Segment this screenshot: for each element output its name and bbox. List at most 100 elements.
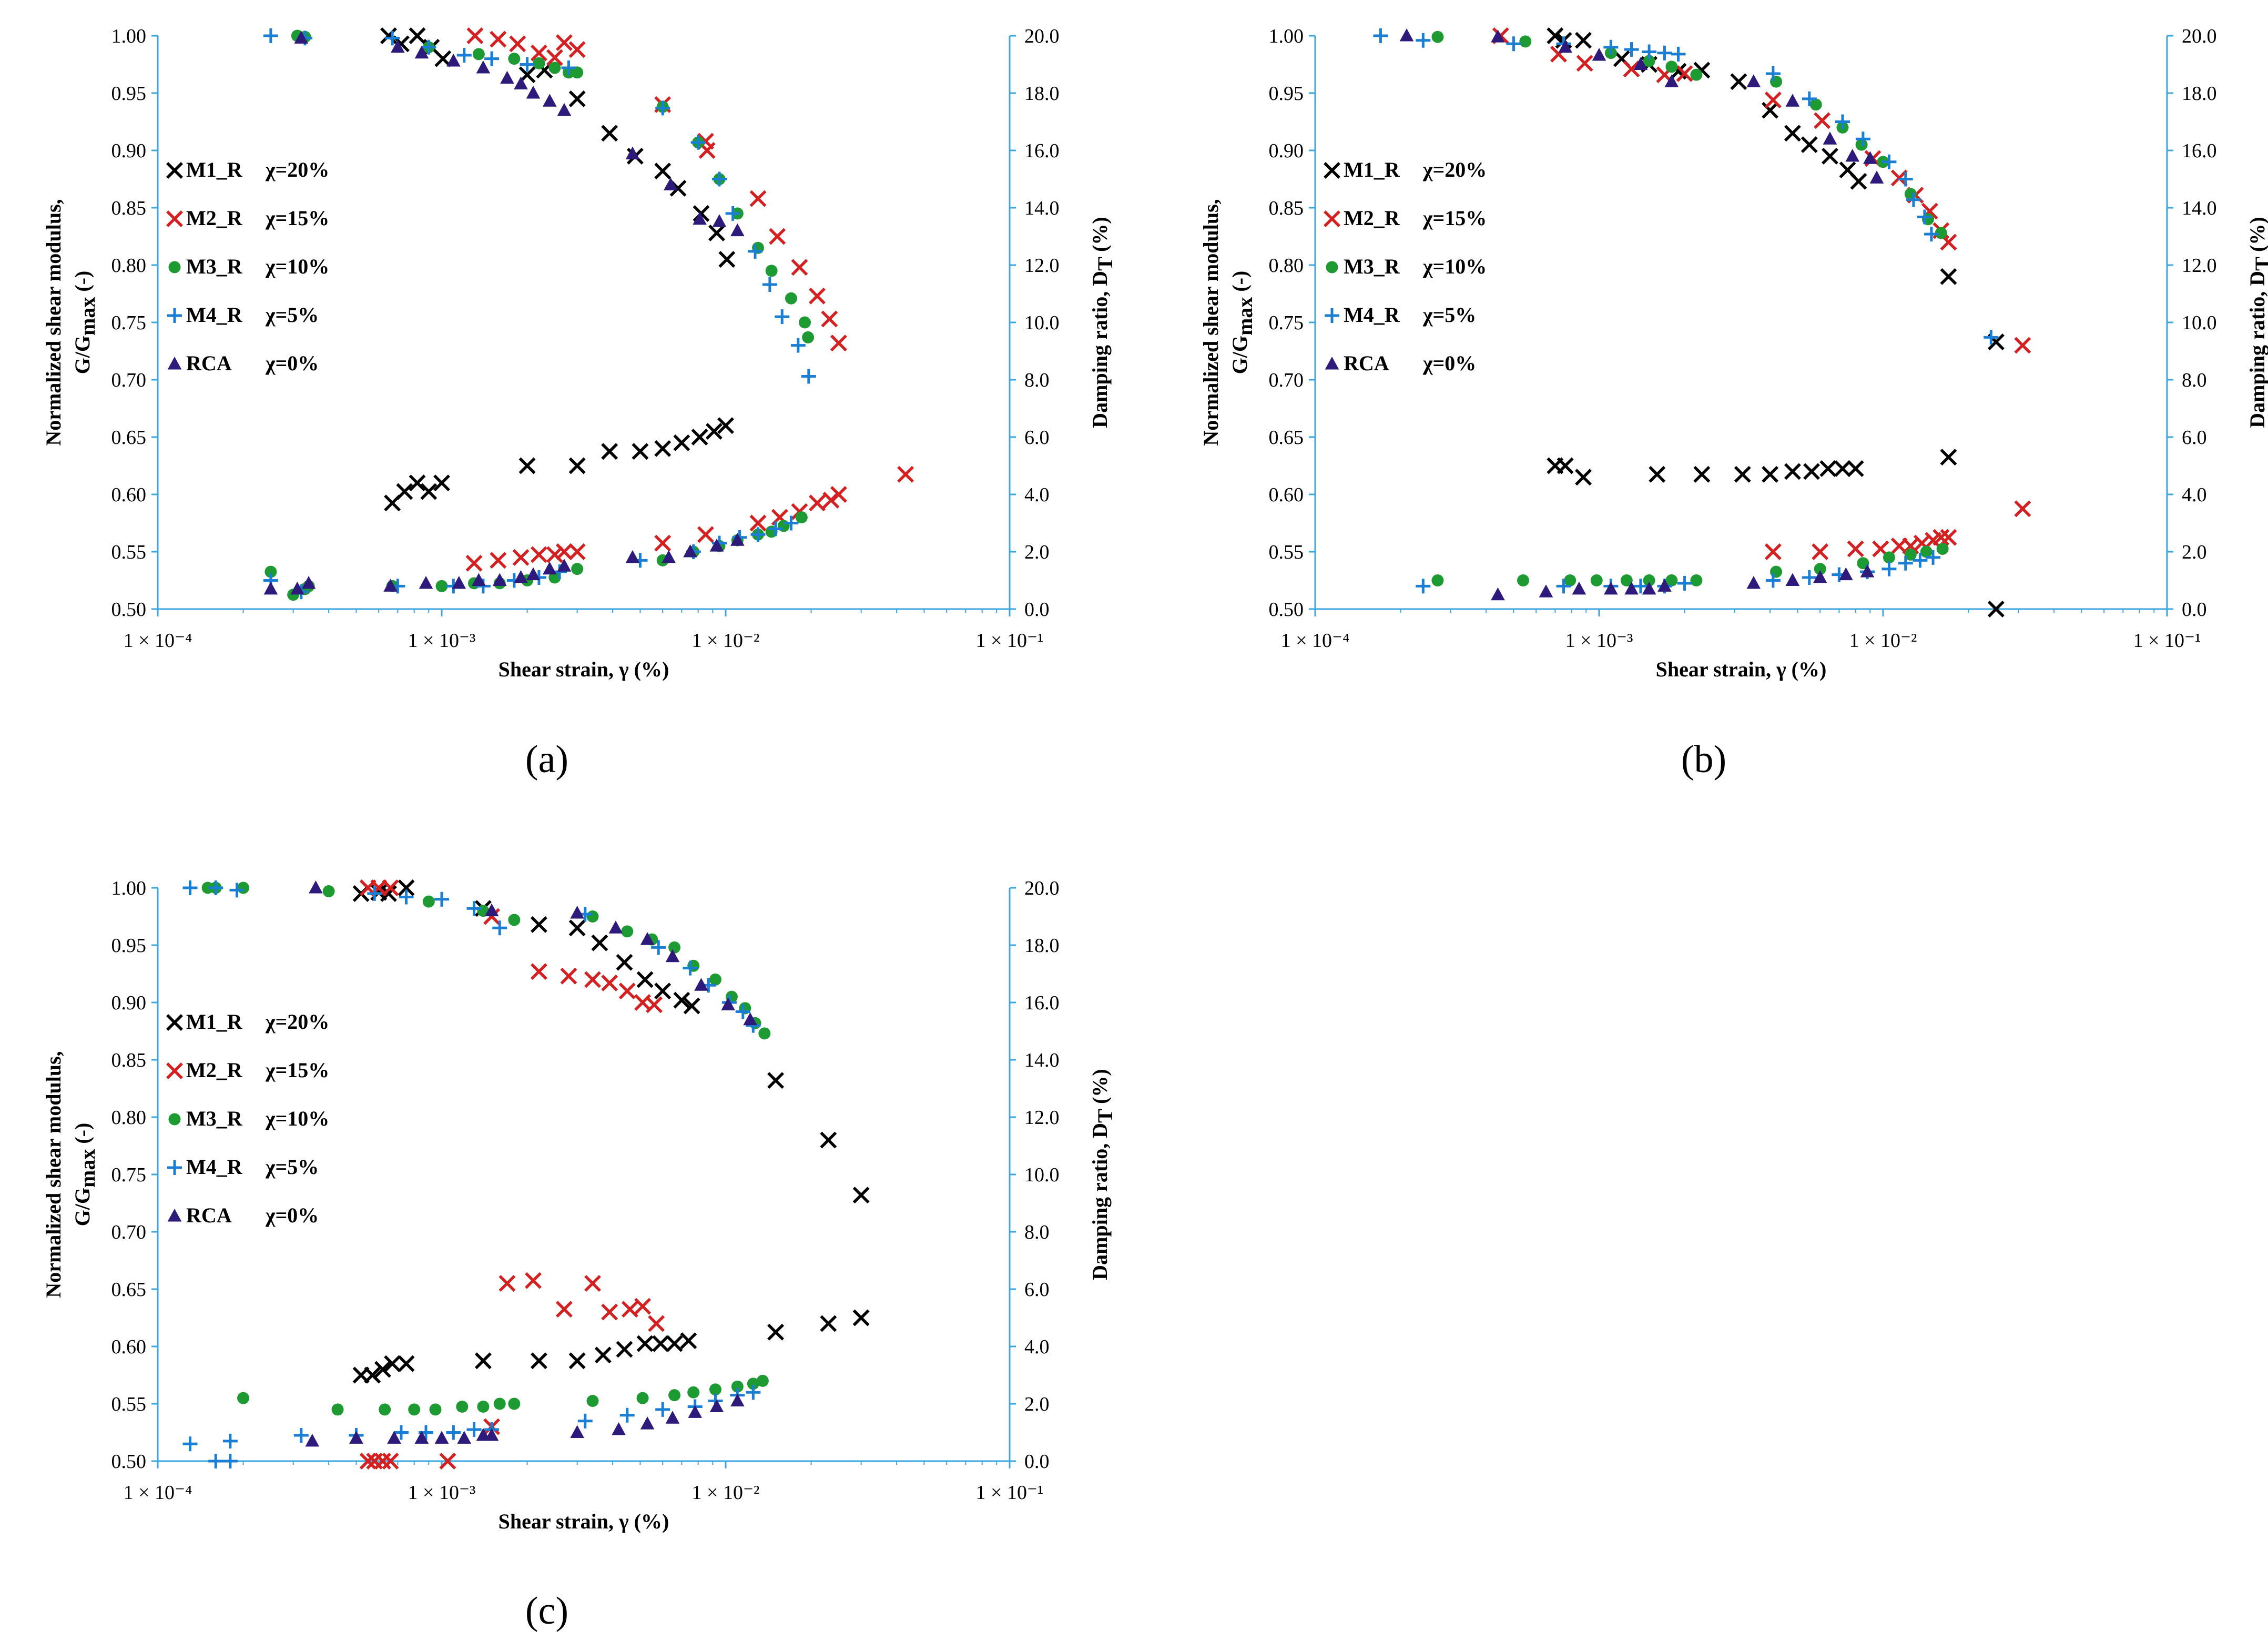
modulus-point	[409, 27, 426, 44]
legend-chi: χ=15%	[265, 206, 329, 230]
y-tick-label: 0.65	[111, 1279, 147, 1301]
damping-point	[1557, 457, 1574, 474]
damping-point	[612, 1422, 626, 1435]
legend-marker	[166, 1062, 183, 1079]
modulus-point	[543, 94, 557, 107]
modulus-point	[484, 51, 500, 66]
legend-chi: χ=20%	[1422, 158, 1487, 181]
modulus-point	[1845, 148, 1860, 162]
series-M3_R	[201, 882, 771, 1416]
y-tick-label: 0.50	[111, 1451, 147, 1473]
damping-point	[673, 434, 690, 451]
y-tick-label: 1.00	[111, 25, 147, 47]
modulus-point	[601, 125, 618, 142]
damping-point	[493, 1397, 506, 1410]
modulus-point	[434, 50, 452, 67]
modulus-point	[309, 880, 323, 894]
series-RCA	[1399, 28, 1884, 601]
legend-label: M4_R	[186, 303, 243, 327]
y-tick-label: 0.60	[111, 484, 147, 506]
legend-label: M2_R	[186, 206, 243, 230]
modulus-point	[466, 901, 482, 916]
x-tick-label: 1 × 10⁻³	[1565, 630, 1633, 652]
damping-point	[414, 1431, 429, 1444]
y2-tick-label: 16.0	[2182, 140, 2217, 162]
y2-tick-label: 0.0	[1024, 599, 1050, 621]
y-axis-title-subscript: max	[1233, 297, 1257, 336]
modulus-point	[584, 971, 601, 988]
modulus-point	[1940, 268, 1957, 285]
damping-point	[820, 1315, 837, 1332]
damping-point	[548, 571, 561, 584]
y-tick-label: 0.70	[111, 369, 147, 391]
y2-tick-label: 18.0	[2182, 83, 2217, 105]
modulus-point	[636, 971, 654, 988]
damping-point	[1649, 465, 1666, 483]
damping-point	[499, 1275, 516, 1292]
damping-point	[543, 561, 557, 575]
damping-point	[1785, 573, 1800, 586]
modulus-point	[683, 960, 698, 976]
damping-point	[1624, 581, 1639, 595]
legend-chi: χ=20%	[265, 1010, 329, 1034]
damping-point	[1834, 460, 1851, 477]
damping-point	[393, 1425, 409, 1440]
modulus-point	[380, 885, 397, 902]
modulus-point	[367, 886, 382, 901]
legend-label: M1_R	[186, 158, 243, 181]
y-tick-label: 0.55	[1269, 541, 1304, 563]
y-axis-title-line2: G/Gmax (-)	[70, 1123, 99, 1227]
damping-point	[452, 575, 466, 589]
damping-point	[668, 1389, 681, 1402]
legend-marker	[167, 1209, 182, 1222]
legend-chi: χ=20%	[265, 158, 329, 181]
modulus-point	[1431, 31, 1444, 43]
damping-point	[697, 526, 714, 543]
damping-point	[439, 1453, 456, 1470]
damping-point	[457, 1431, 472, 1444]
y-tick-label: 0.75	[1269, 312, 1304, 334]
damping-point	[433, 474, 450, 492]
modulus-point	[654, 163, 672, 180]
modulus-point	[651, 940, 666, 955]
damping-point	[652, 1335, 669, 1352]
modulus-point	[380, 27, 397, 44]
legend-label: M3_R	[1344, 255, 1400, 278]
y2-tick-label: 20.0	[2182, 25, 2217, 47]
damping-point	[747, 1377, 759, 1390]
damping-point	[621, 1301, 638, 1318]
modulus-point	[568, 90, 586, 107]
damping-point	[456, 1400, 469, 1413]
damping-point	[568, 457, 586, 474]
y-axis-title-main: G/G	[70, 336, 94, 374]
modulus-point	[322, 885, 335, 898]
y-tick-label: 0.60	[1269, 484, 1304, 506]
legend-label: M4_R	[1344, 303, 1400, 327]
damping-point	[290, 581, 304, 595]
legend-chi: χ=15%	[1422, 206, 1487, 230]
damping-point	[594, 1346, 612, 1364]
legend-label: M3_R	[186, 255, 243, 278]
modulus-point	[743, 1012, 757, 1026]
legend-chi: χ=10%	[265, 255, 329, 278]
damping-point	[634, 1298, 652, 1315]
modulus-point	[852, 1187, 870, 1204]
damping-point	[555, 1301, 573, 1318]
y-tick-label: 1.00	[1269, 25, 1304, 47]
modulus-point	[1671, 46, 1686, 62]
damping-point	[730, 533, 745, 546]
legend-label: RCA	[186, 351, 232, 375]
legend-chi: χ=5%	[1422, 303, 1476, 327]
modulus-point	[492, 920, 507, 936]
legend: M1_R χ=20% M2_R χ=15% M3_R χ=10% M4_R χ=5% RCA χ=…	[166, 1010, 329, 1227]
damping-point	[1784, 463, 1801, 480]
modulus-point	[571, 66, 584, 79]
damping-point	[1517, 574, 1529, 586]
damping-point	[687, 1386, 700, 1399]
series-M2_R	[465, 27, 914, 572]
modulus-point	[1924, 227, 1939, 242]
modulus-point	[1576, 55, 1593, 72]
modulus-point	[229, 883, 245, 898]
damping-point	[384, 1355, 401, 1372]
legend-label: M4_R	[186, 1155, 243, 1179]
